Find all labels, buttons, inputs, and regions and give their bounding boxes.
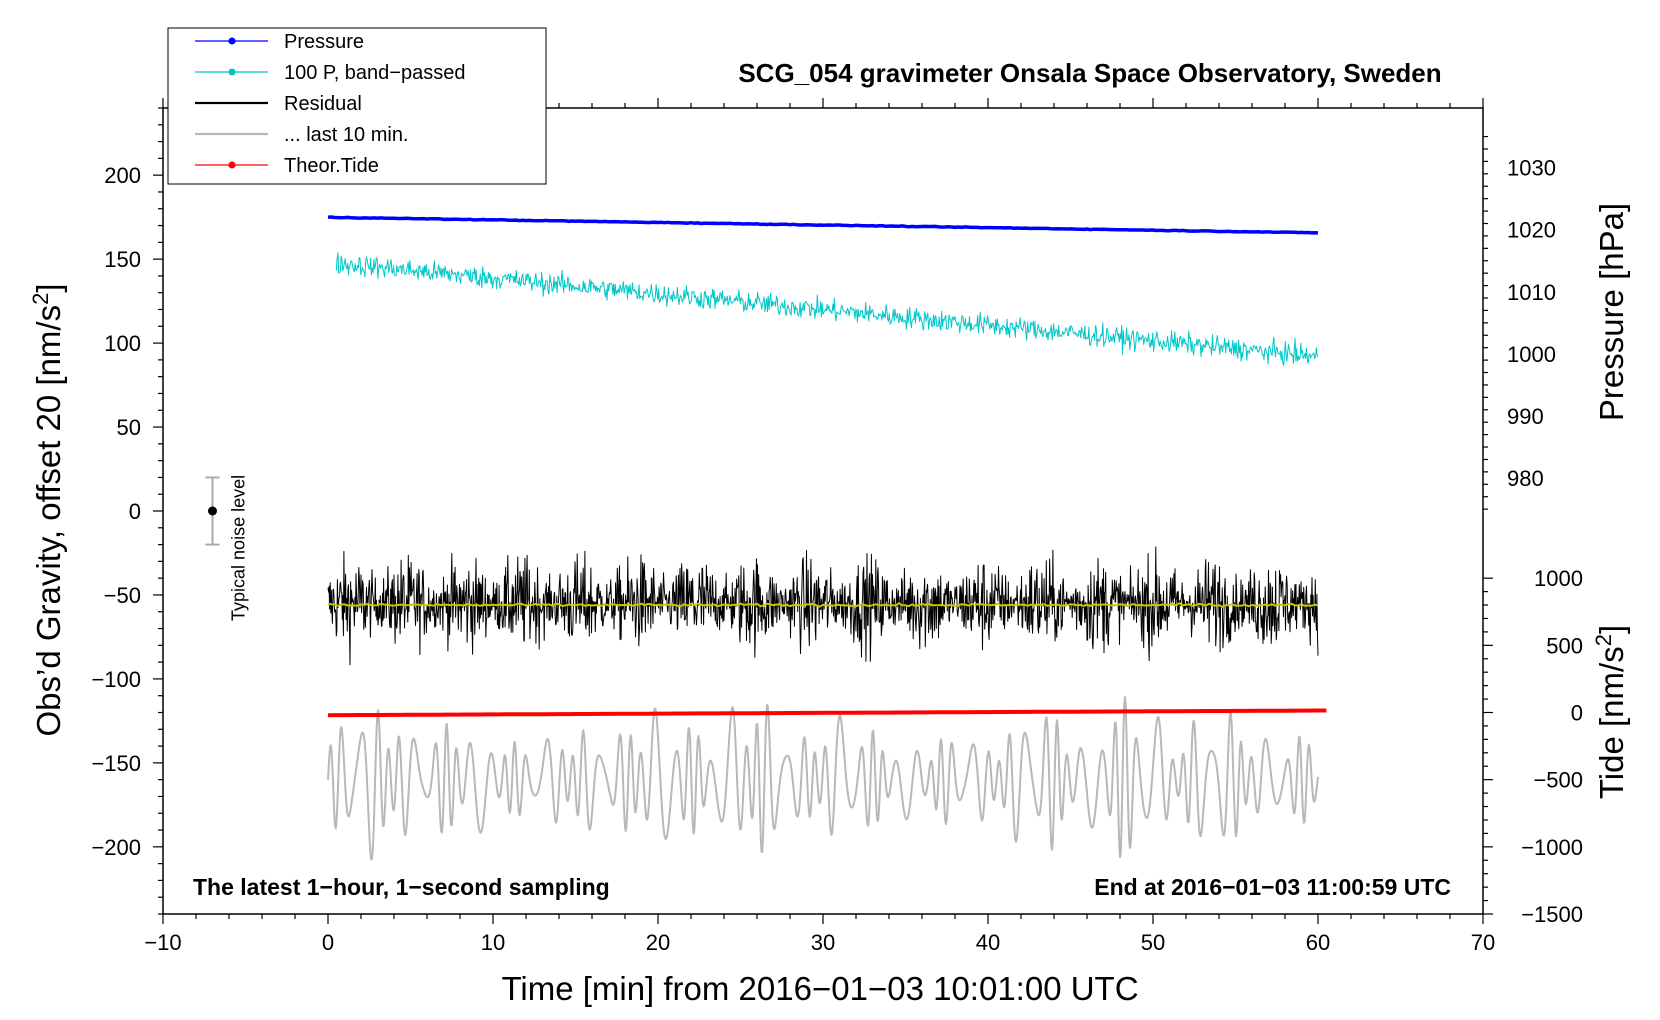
legend-label: Residual <box>284 93 362 115</box>
y-tick-label-left: −50 <box>104 583 141 608</box>
x-tick-label: 20 <box>646 930 670 955</box>
y-tick-label-tide: −1500 <box>1521 902 1583 927</box>
x-tick-label: 10 <box>481 930 505 955</box>
noise-bar-label: Typical noise level <box>229 475 249 621</box>
y-tick-label-tide: −1000 <box>1521 835 1583 860</box>
legend-marker <box>228 161 236 169</box>
y-axis-title-pressure: Pressure [hPa] <box>1593 203 1630 421</box>
chart-title: SCG_054 gravimeter Onsala Space Observat… <box>738 58 1441 88</box>
y-tick-label-left: −200 <box>91 835 141 860</box>
y-tick-label-pressure: 1030 <box>1507 156 1556 181</box>
x-tick-label: 30 <box>811 930 835 955</box>
legend: Pressure 100 P, band−passed Residual ... la… <box>167 27 547 185</box>
y-tick-label-pressure: 1020 <box>1507 218 1556 243</box>
x-tick-label: 60 <box>1306 930 1330 955</box>
y-tick-label-left: 200 <box>104 163 141 188</box>
x-tick-label: 50 <box>1141 930 1165 955</box>
annotation-sampling: The latest 1−hour, 1−second sampling <box>193 874 610 900</box>
series-layer <box>327 215 1327 861</box>
y-tick-label-tide: 1000 <box>1534 566 1583 591</box>
series-band-passed <box>335 252 1319 366</box>
x-tick-label: 40 <box>976 930 1000 955</box>
series-last-10-min <box>327 696 1319 861</box>
series-pressure <box>327 215 1319 235</box>
series-residual-mean <box>327 602 1319 608</box>
legend-box <box>167 27 547 185</box>
tick-labels: −10 0 10 20 30 40 50 60 70200150100500−50−100−15… <box>91 156 1583 955</box>
y-tick-label-pressure: 990 <box>1507 404 1544 429</box>
legend-label: 100 P, band−passed <box>284 62 465 84</box>
y-tick-label-left: 0 <box>129 499 141 524</box>
y-tick-label-tide: 0 <box>1571 701 1583 726</box>
x-axis-title: Time [min] from 2016−01−03 10:01:00 UTC <box>501 970 1138 1007</box>
y-tick-label-left: 100 <box>104 331 141 356</box>
y-tick-label-left: 150 <box>104 247 141 272</box>
legend-label: Theor.Tide <box>284 155 379 177</box>
y-tick-label-pressure: 980 <box>1507 466 1544 491</box>
noise-bar-center <box>208 506 217 516</box>
y-axis-title-tide: Tide [nm/s2] <box>1591 625 1630 799</box>
y-tick-label-pressure: 1010 <box>1507 280 1556 305</box>
x-tick-label: 70 <box>1471 930 1495 955</box>
series-residual <box>327 546 1319 666</box>
y-tick-label-left: −100 <box>91 667 141 692</box>
legend-marker <box>228 68 236 76</box>
y-tick-label-left: 50 <box>117 415 141 440</box>
annotation-end-time: End at 2016−01−03 11:00:59 UTC <box>1094 874 1451 900</box>
x-tick-label: −10 <box>144 930 181 955</box>
y-tick-label-pressure: 1000 <box>1507 342 1556 367</box>
legend-label: Pressure <box>284 31 364 53</box>
axis-ticks <box>153 98 1493 924</box>
y-tick-label-left: −150 <box>91 751 141 776</box>
y-tick-label-tide: 500 <box>1546 633 1583 658</box>
legend-label: ... last 10 min. <box>284 124 409 146</box>
plot-frame <box>162 107 1484 915</box>
legend-marker <box>228 37 236 45</box>
x-tick-label: 0 <box>322 930 334 955</box>
typical-noise-indicator: Typical noise level <box>205 475 249 621</box>
series-theor-tide <box>327 708 1327 718</box>
y-tick-label-tide: −500 <box>1533 768 1583 793</box>
y-axis-title-left: Obs’d Gravity, offset 20 [nm/s2] <box>28 283 67 736</box>
